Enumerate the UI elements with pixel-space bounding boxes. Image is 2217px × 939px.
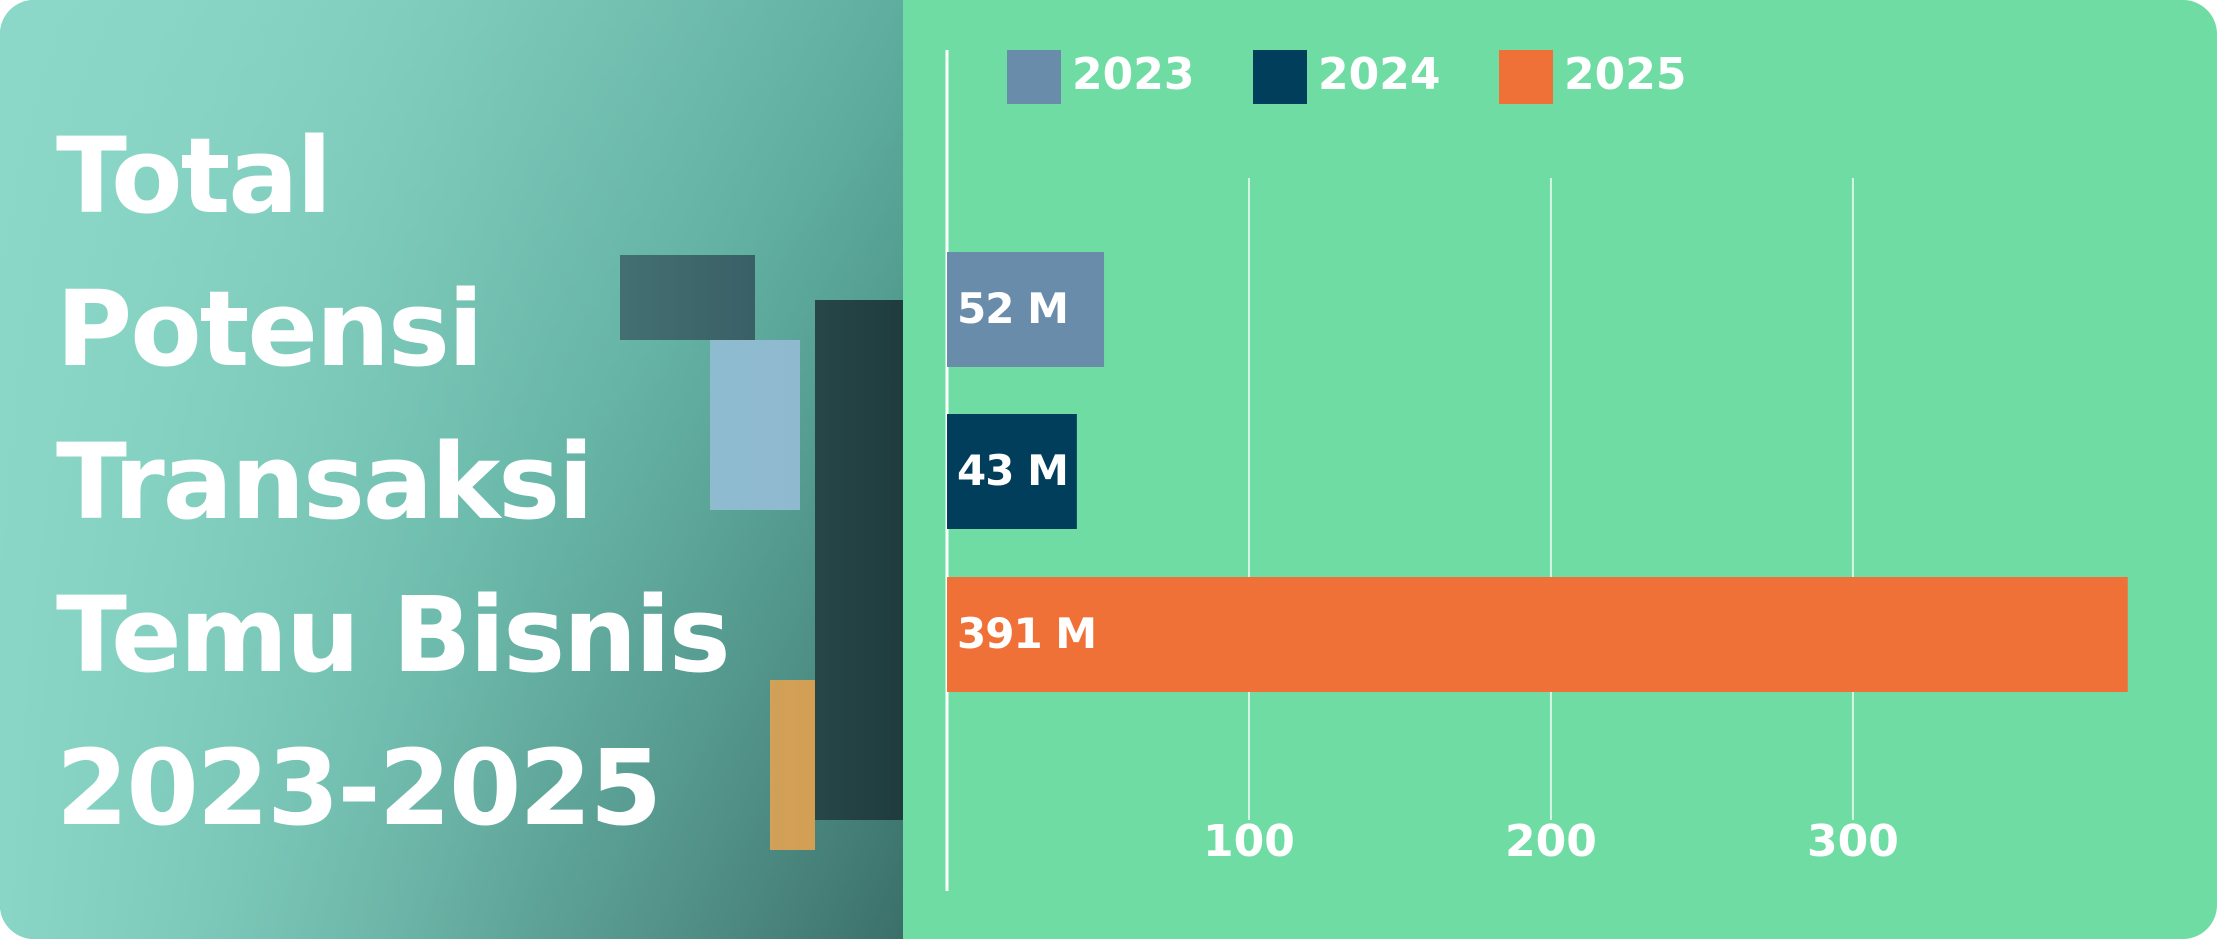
legend-label: 2023 — [1072, 49, 1194, 100]
bar — [947, 577, 2128, 692]
data-label: 43 M — [957, 446, 1068, 495]
chart-title: Total Potensi Transaksi Temu Bisnis 2023… — [56, 115, 731, 849]
x-tick-label: 200 — [1505, 816, 1597, 867]
bar — [947, 414, 1077, 529]
x-tick-label: 300 — [1807, 816, 1899, 867]
x-tick-label: 100 — [1203, 816, 1295, 867]
legend-swatch — [1007, 50, 1061, 104]
legend-label: 2025 — [1564, 49, 1686, 100]
photo-panel — [0, 0, 903, 939]
legend-swatch — [1253, 50, 1307, 104]
data-label: 391 M — [957, 609, 1096, 658]
bar — [947, 252, 1105, 367]
legend-swatch — [1499, 50, 1553, 104]
data-label: 52 M — [957, 284, 1068, 333]
legend-label: 2024 — [1318, 49, 1440, 100]
